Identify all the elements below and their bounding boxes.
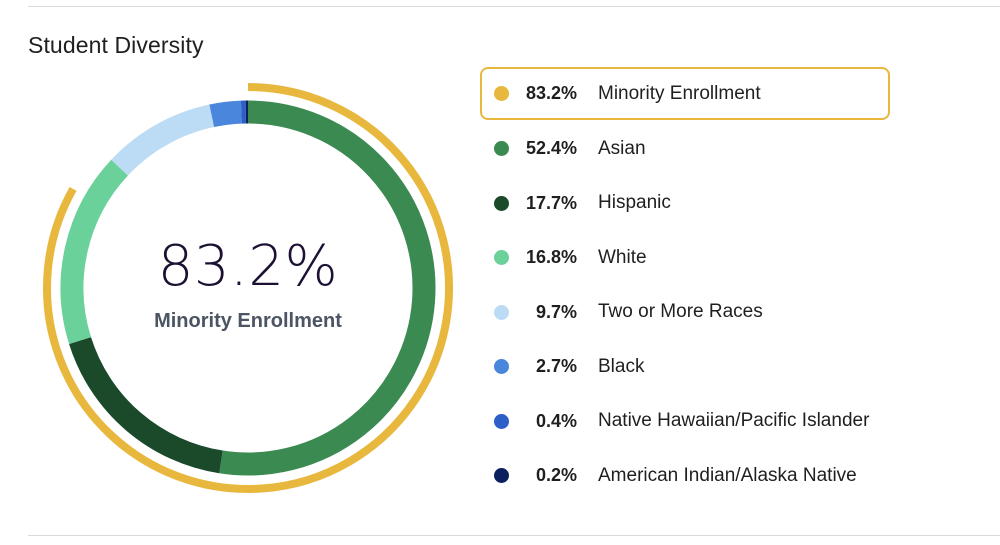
legend-value: 0.4% (535, 410, 577, 431)
donut-segment-black[interactable] (209, 100, 243, 128)
legend-dot-asian (494, 141, 509, 157)
legend-dot-aian (494, 468, 509, 484)
center-label: Minority Enrollment (154, 310, 342, 332)
center-value: 83.2% (157, 234, 339, 299)
legend-item-asian[interactable]: 52.4% Asian (480, 122, 890, 177)
legend-item-nhpi[interactable]: 0.4% Native Hawaiian/Pacific Islander (480, 394, 890, 449)
donut-segment-hispanic[interactable] (69, 337, 223, 474)
donut-segment-asian[interactable] (219, 100, 436, 476)
donut-segment-white[interactable] (60, 159, 129, 345)
legend-item-hispanic[interactable]: 17.7% Hispanic (480, 176, 890, 231)
legend-dot-two-or-more (494, 304, 509, 320)
top-divider (28, 6, 1000, 7)
legend-label: Asian (598, 137, 646, 159)
diversity-donut-chart (43, 83, 453, 493)
legend-item-aian[interactable]: 0.2% American Indian/Alaska Native (480, 449, 890, 504)
legend-label: Hispanic (598, 192, 671, 214)
legend-value: 52.4% (525, 138, 577, 159)
legend-label: Native Hawaiian/Pacific Islander (598, 410, 870, 432)
donut-segment-two-or-more-races[interactable] (111, 104, 215, 176)
legend-item-two-or-more[interactable]: 9.7% Two or More Races (480, 285, 890, 340)
legend-value: 0.2% (535, 465, 577, 486)
legend-dot-nhpi (494, 413, 509, 429)
legend-label: White (598, 246, 647, 268)
legend-item-white[interactable]: 16.8% White (480, 231, 890, 286)
legend-dot-minority (494, 86, 509, 101)
legend-label: American Indian/Alaska Native (598, 464, 857, 486)
legend-value: 2.7% (535, 356, 577, 377)
bottom-divider (28, 535, 1000, 536)
legend-dot-hispanic (494, 195, 509, 211)
legend-item-black[interactable]: 2.7% Black (480, 340, 890, 395)
legend-dot-white (494, 250, 509, 266)
legend-value: 83.2% (525, 83, 577, 103)
chart-legend: 83.2% Minority Enrollment 52.4% Asian 17… (480, 67, 890, 503)
section-title: Student Diversity (28, 32, 204, 58)
legend-label: Two or More Races (598, 301, 763, 323)
legend-value: 17.7% (525, 192, 577, 213)
legend-label: Black (598, 355, 645, 377)
legend-item-minority-enrollment[interactable]: 83.2% Minority Enrollment (480, 67, 890, 120)
minority-enrollment-arc[interactable] (43, 83, 453, 493)
legend-label: Minority Enrollment (598, 82, 761, 104)
legend-value: 9.7% (535, 301, 577, 322)
legend-value: 16.8% (525, 247, 577, 268)
legend-dot-black (494, 359, 509, 375)
